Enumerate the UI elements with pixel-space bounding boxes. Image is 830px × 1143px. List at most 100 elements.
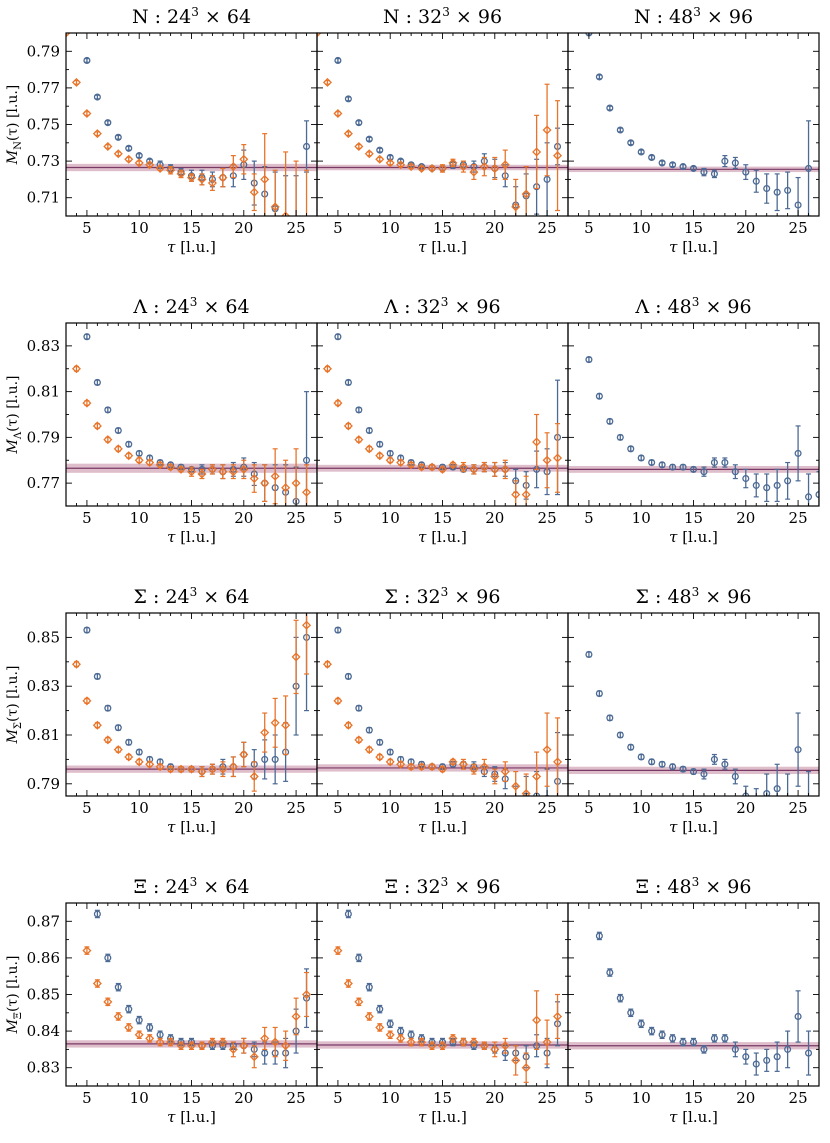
x-tick-label: 5: [584, 509, 594, 527]
data-point-circle: [104, 119, 112, 127]
data-point-diamond: [218, 173, 228, 183]
panel-title-main: Σ : 48: [636, 586, 692, 608]
data-point-diamond: [124, 154, 134, 164]
data-point-diamond: [354, 435, 364, 445]
panel-title-tail: × 96: [701, 6, 753, 28]
data-point-diamond: [134, 1030, 144, 1040]
panel-title-main: N : 24: [132, 6, 191, 28]
x-axis-label-unit: [l.u.]: [677, 528, 717, 546]
panel-plot-area: [66, 909, 317, 1069]
data-point-diamond: [417, 163, 427, 173]
x-tick-label: 25: [287, 799, 306, 817]
panel: 5 10 15 20 25 τ [l.u.] Ξ : 243 × 64: [65, 875, 318, 1126]
x-tick-label: 20: [736, 1089, 755, 1107]
data-point-circle: [773, 481, 781, 489]
y-axis-label-tail: (τ) [l.u.]: [5, 85, 21, 141]
panel: 5 10 15 20 25 τ [l.u.] Σ : 483 × 96: [567, 585, 820, 836]
data-point-diamond: [553, 1011, 563, 1021]
data-point-diamond: [511, 1055, 521, 1065]
x-tick-label: 5: [584, 799, 594, 817]
y-tick-label: 0.79: [27, 428, 60, 446]
data-point-circle: [585, 650, 593, 659]
data-point-circle: [679, 1038, 687, 1046]
x-tick-label: 10: [632, 509, 651, 527]
data-point-diamond: [218, 764, 228, 774]
data-point-diamond: [375, 154, 385, 164]
x-axis-label: τ [l.u.]: [418, 528, 467, 546]
data-point-circle: [784, 186, 792, 194]
x-tick-label: 25: [538, 1089, 557, 1107]
y-axis-label: MΛ(τ) [l.u.]: [5, 375, 24, 454]
x-tick-label: 25: [538, 799, 557, 817]
x-tick-label: 20: [234, 509, 253, 527]
data-point-diamond: [260, 174, 270, 184]
data-point-circle: [83, 626, 91, 634]
data-point-diamond: [469, 167, 479, 177]
data-point-diamond: [469, 764, 479, 774]
panel-title-sup: 3: [190, 585, 198, 599]
data-point-diamond: [375, 752, 385, 762]
data-point-circle: [606, 968, 614, 977]
data-point-circle: [595, 932, 603, 940]
data-point-diamond: [186, 467, 197, 477]
panel-frame: [316, 322, 569, 507]
data-point-circle: [794, 449, 802, 457]
panel-title-tail: × 64: [199, 6, 251, 28]
x-tick-label: 25: [789, 1089, 808, 1107]
data-point-diamond: [396, 759, 406, 769]
x-tick-label: 20: [485, 799, 504, 817]
panel-frame: [65, 902, 318, 1087]
data-point-circle: [93, 378, 101, 387]
data-point-diamond: [176, 764, 186, 774]
x-axis-label-unit: [l.u.]: [175, 818, 215, 836]
data-point-diamond: [228, 467, 238, 477]
data-point-diamond: [448, 460, 458, 470]
data-point-diamond: [281, 483, 291, 493]
x-tick-label: 10: [130, 1089, 149, 1107]
data-point-circle: [365, 135, 373, 143]
data-point-circle: [355, 406, 363, 414]
panel-title: Σ : 243 × 64: [134, 585, 250, 608]
data-point-circle: [731, 159, 739, 167]
data-point-diamond: [385, 455, 395, 465]
data-point-diamond: [500, 1041, 510, 1051]
data-point-diamond: [281, 1041, 291, 1051]
data-point-diamond: [176, 1041, 186, 1051]
data-point-diamond: [71, 364, 81, 374]
data-point-diamond: [291, 1011, 301, 1021]
data-point-diamond: [511, 781, 521, 791]
data-point-circle: [648, 458, 656, 467]
data-point-diamond: [197, 1041, 207, 1051]
data-point-diamond: [249, 1052, 259, 1062]
panel-title-sup: 3: [692, 585, 700, 599]
x-tick-label: 25: [287, 509, 306, 527]
data-point-diamond: [155, 762, 165, 772]
data-point-diamond: [145, 458, 155, 468]
panel-title-sup: 3: [190, 295, 198, 309]
data-point-circle: [93, 910, 101, 918]
data-point-diamond: [417, 762, 427, 772]
data-point-diamond: [207, 464, 217, 474]
data-point-diamond: [228, 162, 238, 172]
y-axis-label-sub: N: [13, 141, 24, 150]
x-tick-label: 15: [684, 509, 703, 527]
x-tick-label: 10: [130, 509, 149, 527]
y-axis-label-sub: Ξ: [13, 1012, 24, 1019]
panel-plot-area: [568, 33, 819, 216]
data-point-diamond: [113, 149, 123, 159]
data-point-circle: [763, 185, 771, 193]
panel-title-main: Σ : 32: [385, 586, 441, 608]
x-tick-label: 5: [584, 219, 594, 237]
panel-title-sup: 3: [692, 295, 700, 309]
y-tick-label: 0.85: [27, 628, 60, 646]
data-point-diamond: [239, 154, 249, 164]
data-point-diamond: [197, 767, 207, 777]
x-tick-label: 10: [381, 1089, 400, 1107]
x-axis-label-unit: [l.u.]: [175, 238, 215, 256]
y-tick-label: 0.75: [27, 116, 60, 134]
x-tick-label: 20: [485, 509, 504, 527]
data-point-diamond: [437, 464, 448, 474]
x-tick-label: 5: [333, 509, 343, 527]
data-point-diamond: [385, 757, 395, 767]
x-axis-label: τ [l.u.]: [669, 528, 718, 546]
